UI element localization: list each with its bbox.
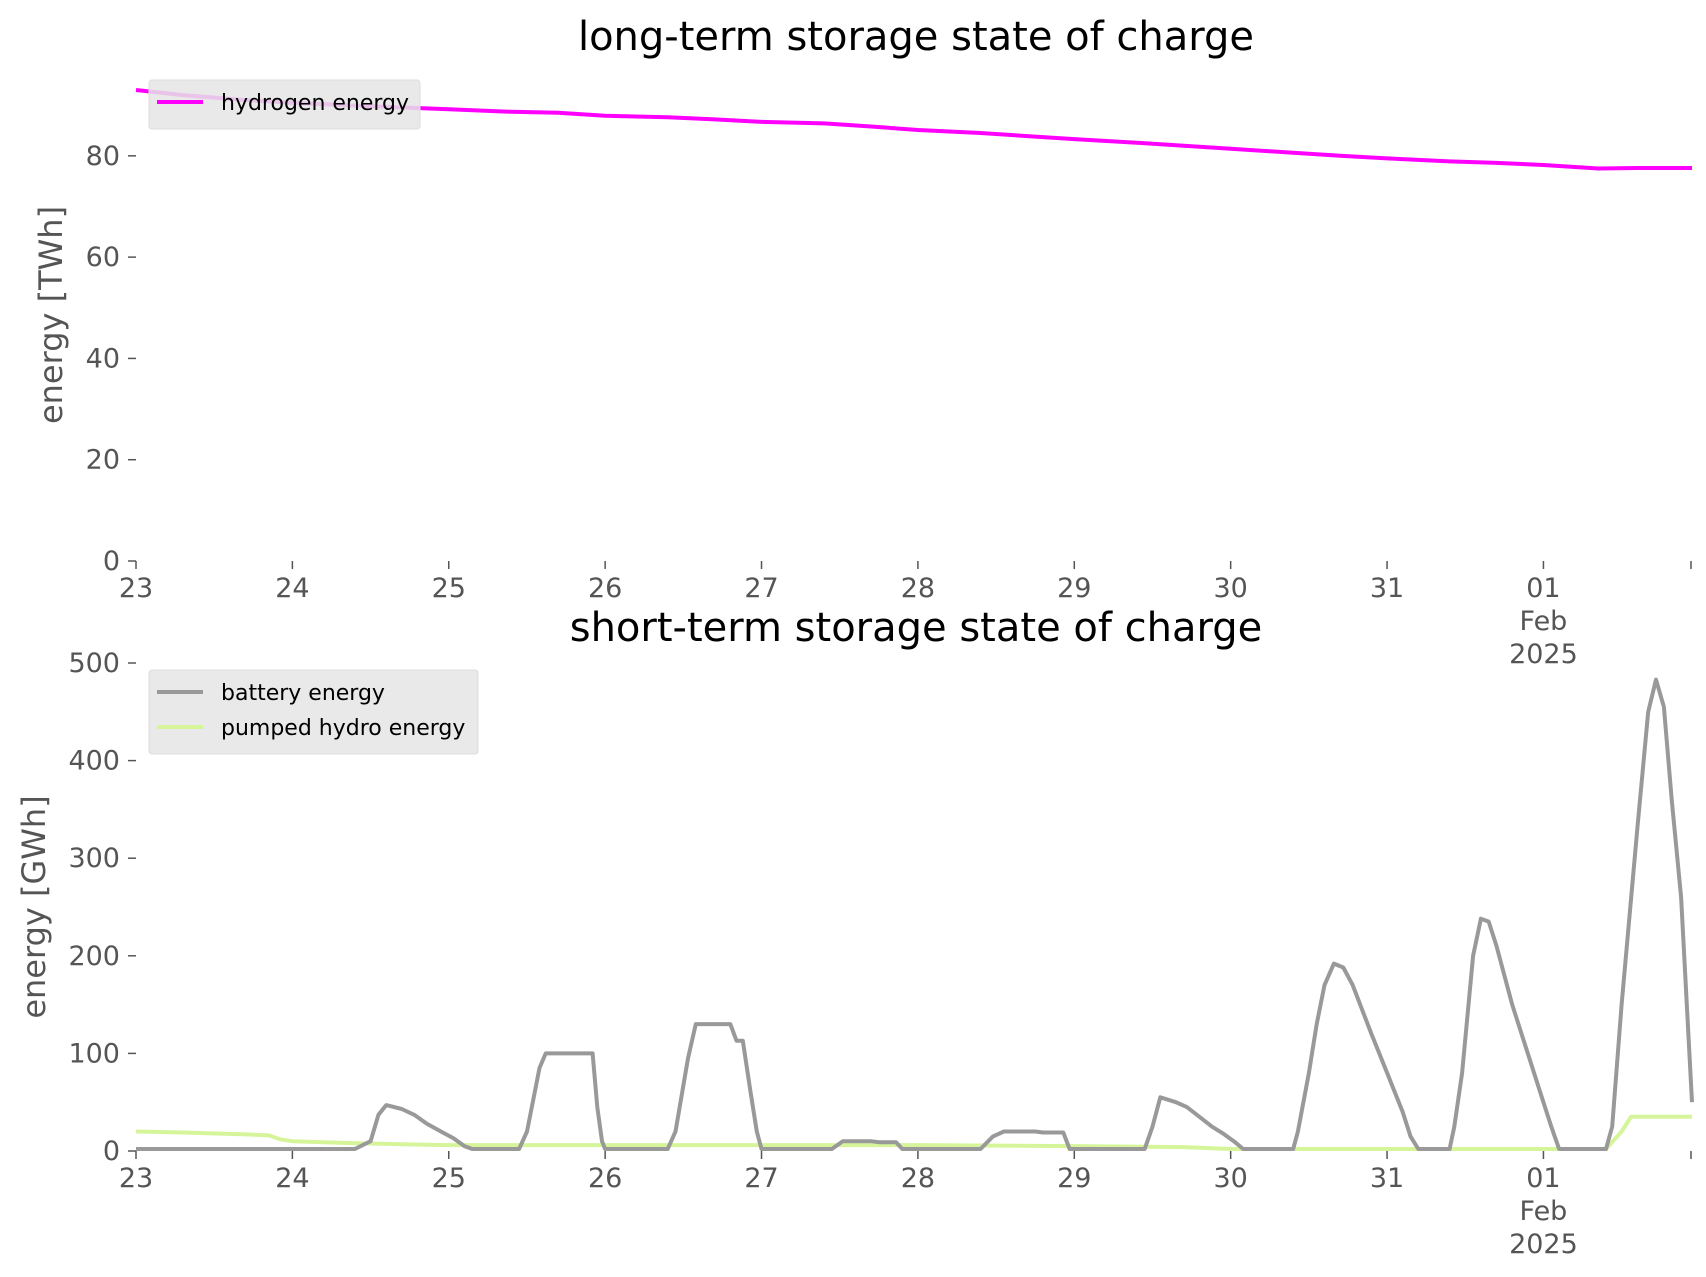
y-tick-label: 60 bbox=[86, 242, 120, 273]
y-tick-label: 200 bbox=[68, 941, 120, 972]
legend-label: pumped hydro energy bbox=[221, 716, 465, 741]
y-axis-label: energy [TWh] bbox=[32, 206, 70, 424]
legend[interactable]: battery energy pumped hydro energy bbox=[148, 669, 479, 755]
series-line-hydrogen-energy bbox=[135, 88, 1692, 171]
x-tick-label: 29 bbox=[1057, 1163, 1091, 1194]
legend-label: battery energy bbox=[221, 681, 385, 706]
legend-box bbox=[148, 669, 479, 755]
x-tick-label: 29 bbox=[1057, 573, 1091, 604]
y-tick-label: 0 bbox=[103, 546, 120, 577]
x-tick-label: 27 bbox=[744, 573, 778, 604]
y-tick-label: 20 bbox=[86, 445, 120, 476]
x-tick-label: 27 bbox=[744, 1163, 778, 1194]
x-tick-label: 24 bbox=[275, 573, 309, 604]
y-ticks: 0 20 40 60 80 bbox=[86, 141, 136, 577]
x-tick-label: 28 bbox=[901, 1163, 935, 1194]
legend[interactable]: hydrogen energy bbox=[148, 79, 421, 130]
x-tick-label: 01 bbox=[1526, 1163, 1560, 1194]
x-tick-label: 24 bbox=[275, 1163, 309, 1194]
y-ticks: 0 100 200 300 400 500 bbox=[68, 648, 136, 1167]
x-tick-label: 26 bbox=[588, 573, 622, 604]
x-tick-label: 28 bbox=[901, 573, 935, 604]
series-lines bbox=[135, 677, 1694, 1151]
chart-long-term: long-term storage state of charge energy… bbox=[32, 14, 1692, 670]
x-tick-label: 26 bbox=[588, 1163, 622, 1194]
y-tick-label: 400 bbox=[68, 746, 120, 777]
y-axis-label: energy [GWh] bbox=[15, 795, 53, 1018]
x-tick-label: 23 bbox=[119, 1163, 153, 1194]
legend-label: hydrogen energy bbox=[221, 91, 409, 116]
x-tick-label: 25 bbox=[432, 1163, 466, 1194]
x-tick-label: 23 bbox=[119, 573, 153, 604]
y-tick-label: 100 bbox=[68, 1038, 120, 1069]
y-tick-label: 0 bbox=[103, 1136, 120, 1167]
chart-title: short-term storage state of charge bbox=[570, 605, 1263, 651]
series-line-pumped-hydro-energy bbox=[135, 1114, 1692, 1151]
x-tick-label: 30 bbox=[1213, 573, 1247, 604]
x-tick-label: Feb bbox=[1520, 1196, 1568, 1227]
x-tick-label: 2025 bbox=[1509, 1229, 1578, 1260]
x-tick-label: 30 bbox=[1213, 1163, 1247, 1194]
series-line-battery-energy bbox=[136, 677, 1694, 1151]
x-tick-label: 31 bbox=[1370, 1163, 1404, 1194]
y-tick-label: 500 bbox=[68, 648, 120, 679]
series-lines bbox=[135, 88, 1692, 171]
y-tick-label: 80 bbox=[86, 141, 120, 172]
y-tick-label: 300 bbox=[68, 843, 120, 874]
x-tick-label: 25 bbox=[432, 573, 466, 604]
x-tick-label: 2025 bbox=[1509, 639, 1578, 670]
y-tick-label: 40 bbox=[86, 343, 120, 374]
x-tick-label: 01 bbox=[1526, 573, 1560, 604]
x-tick-label: Feb bbox=[1520, 606, 1568, 637]
legend-box bbox=[148, 79, 421, 130]
x-tick-label: 31 bbox=[1370, 573, 1404, 604]
chart-short-term: short-term storage state of charge energ… bbox=[15, 605, 1694, 1260]
chart-title: long-term storage state of charge bbox=[578, 14, 1254, 60]
